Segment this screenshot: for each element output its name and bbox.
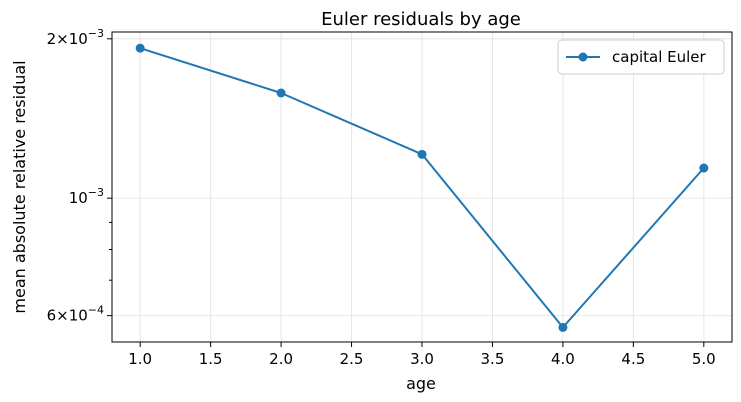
x-tick-label: 2.0 xyxy=(269,350,293,368)
legend-label: capital Euler xyxy=(612,48,707,66)
grid xyxy=(112,32,732,342)
x-tick-label: 1.5 xyxy=(199,350,223,368)
x-axis-label: age xyxy=(406,374,436,393)
data-point xyxy=(417,149,427,159)
x-tick-label: 3.0 xyxy=(410,350,434,368)
x-tick-label: 2.5 xyxy=(340,350,364,368)
y-axis-label: mean absolute relative residual xyxy=(10,60,29,313)
x-tick-label: 4.0 xyxy=(551,350,575,368)
x-tick-label: 4.5 xyxy=(621,350,645,368)
data-point xyxy=(276,88,286,98)
y-tick-label: 6×10−4 xyxy=(47,304,104,325)
legend-marker xyxy=(578,52,588,62)
x-axis: 1.0 1.5 2.0 2.5 3.0 3.5 4.0 4.5 5.0 xyxy=(128,342,716,368)
data-point xyxy=(558,322,568,332)
chart-title: Euler residuals by age xyxy=(321,9,521,30)
x-tick-label: 5.0 xyxy=(692,350,716,368)
legend: capital Euler xyxy=(557,39,725,75)
y-tick-label: 10−3 xyxy=(69,186,104,207)
x-tick-label: 3.5 xyxy=(481,350,505,368)
legend-box xyxy=(557,39,725,75)
x-tick-label: 1.0 xyxy=(128,350,152,368)
data-point xyxy=(135,43,145,53)
data-point xyxy=(699,163,709,173)
data-point-group xyxy=(135,43,709,332)
y-tick-label: 2×10−3 xyxy=(47,27,104,48)
y-axis: 2×10−3 10−3 6×10−4 xyxy=(47,27,112,325)
